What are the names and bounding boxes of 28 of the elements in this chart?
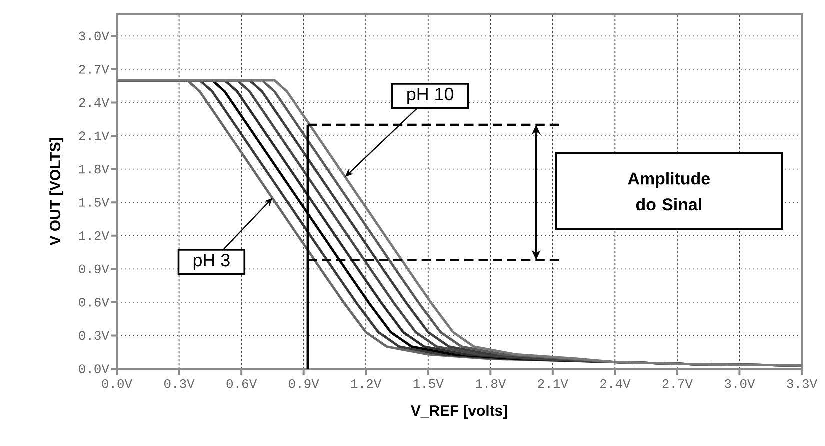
x-axis-title: V_REF [volts] [411, 405, 508, 420]
x-tick-label: 2.1V [538, 379, 568, 388]
y-tick-label: 1.5V [79, 198, 110, 207]
annotation: Amplitude do Sinal [628, 172, 710, 211]
x-tick-label: 1.5V [414, 380, 444, 388]
annotation: pH 3 [194, 254, 230, 270]
y-tick-label: 2.1V [79, 132, 110, 140]
x-tick-label: 0.9V [289, 379, 320, 388]
x-tick-label: 2.7V [662, 379, 693, 388]
y-tick-label: 0.0V [79, 364, 110, 374]
x-tick-label: 3.3V [787, 379, 818, 388]
y-tick-label: 0.3V [79, 331, 110, 340]
x-tick-label: 0.0V [102, 379, 132, 388]
y-tick-label: 1.8V [79, 164, 110, 174]
x-tick-label: 3.0V [725, 379, 756, 388]
y-tick-label: 0.6V [79, 298, 110, 307]
y-tick-label: 3.0V [79, 32, 110, 41]
y-tick-label: 2.7V [79, 65, 110, 74]
x-tick-label: 1.8V [476, 379, 506, 388]
x-tick-label: 2.4V [600, 379, 631, 388]
y-tick-label: 0.9V [79, 264, 110, 274]
x-tick-label: 1.2V [351, 379, 382, 388]
x-tick-label: 0.6V [226, 379, 258, 388]
y-tick-label: 1.2V [79, 232, 110, 240]
annotation: pH 10 [408, 88, 454, 104]
y-tick-label: 2.4V [79, 98, 110, 108]
x-tick-label: 0.3V [164, 379, 195, 388]
y-axis-title: V OUT [VOLTS] [50, 138, 64, 246]
